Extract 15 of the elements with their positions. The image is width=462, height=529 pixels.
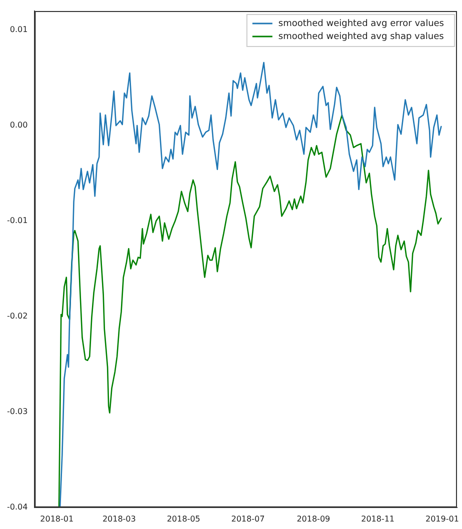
y-tick-label: 0.01 — [10, 25, 28, 34]
y-tick-label: -0.01 — [6, 216, 28, 226]
x-tick-label: 2018-01 — [40, 514, 74, 524]
legend-label: smoothed weighted avg error values — [278, 18, 444, 29]
x-tick-label: 2018-11 — [361, 514, 395, 524]
y-tick-label: 0.00 — [10, 120, 28, 130]
x-tick-label: 2018-03 — [102, 514, 136, 524]
y-tick-label: -0.04 — [6, 502, 28, 512]
x-tick-label: 2019-01 — [426, 514, 459, 524]
y-tick-label: -0.03 — [6, 407, 28, 416]
y-tick-label: -0.02 — [6, 312, 28, 321]
x-tick-label: 2018-07 — [231, 514, 265, 524]
x-tick-label: 2018-05 — [166, 514, 200, 524]
legend-label: smoothed weighted avg shap values — [278, 32, 444, 42]
x-tick-label: 2018-09 — [296, 514, 330, 524]
